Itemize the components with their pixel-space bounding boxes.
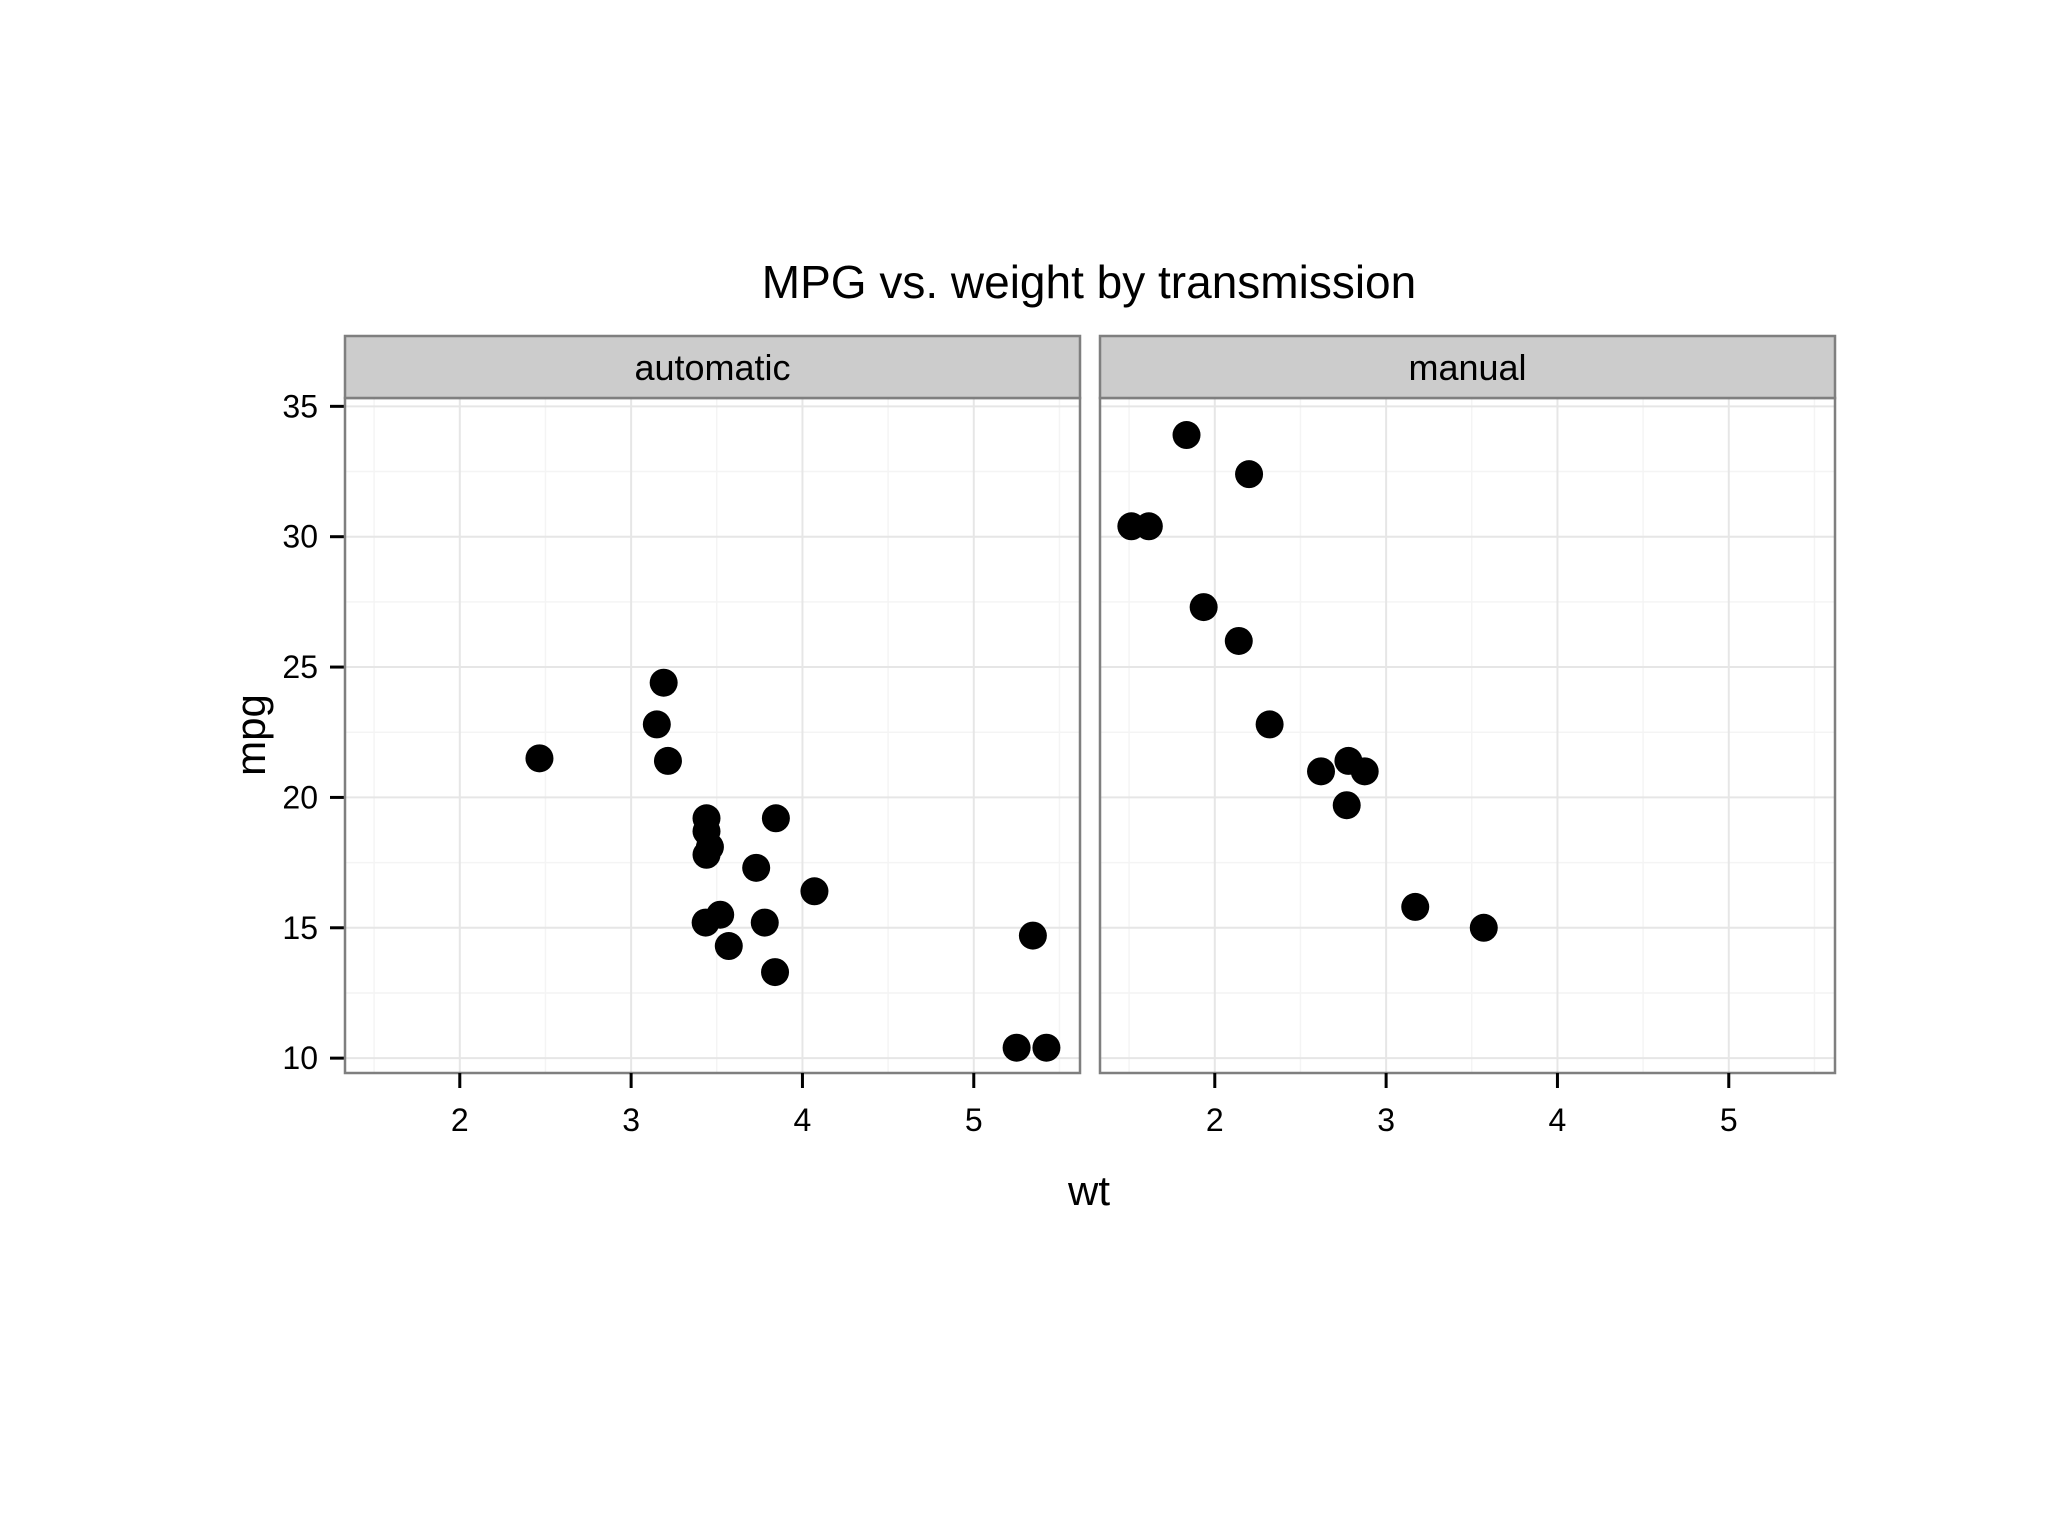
- y-tick-label: 25: [282, 649, 318, 685]
- panel-background: [1100, 398, 1835, 1073]
- y-axis-title: mpg: [227, 694, 274, 776]
- data-point: [1002, 1033, 1031, 1062]
- data-point: [1189, 593, 1218, 622]
- y-tick-label: 35: [282, 388, 318, 424]
- x-tick-label: 2: [1206, 1102, 1224, 1138]
- data-point: [1235, 460, 1264, 489]
- x-tick-label: 4: [794, 1102, 812, 1138]
- y-tick-label: 10: [282, 1040, 318, 1076]
- x-axis-title: wt: [1067, 1167, 1110, 1214]
- facet-strip: [343, 334, 1082, 400]
- data-point: [1334, 746, 1363, 775]
- data-point: [649, 668, 678, 697]
- data-point: [691, 908, 720, 937]
- facet-panels: 10 15 20 25 30 35 automatic 2 3 4 5 manual 2 3 4 5: [282, 334, 1837, 1138]
- facet-strip: [1098, 334, 1837, 400]
- facet-panel-manual: manual 2 3 4 5: [1098, 334, 1837, 1138]
- data-point: [761, 958, 790, 987]
- facet-strip-label: automatic: [634, 347, 790, 388]
- data-point: [1172, 421, 1201, 450]
- facet-strip-label: manual: [1408, 347, 1526, 388]
- y-tick-label: 15: [282, 910, 318, 946]
- data-point: [1332, 791, 1361, 820]
- data-point: [1307, 757, 1336, 786]
- y-tick-label: 20: [282, 779, 318, 815]
- x-tick-label: 5: [965, 1102, 983, 1138]
- data-point: [1117, 512, 1146, 541]
- data-point: [692, 804, 721, 833]
- panel-background: [345, 398, 1080, 1073]
- x-tick-label: 5: [1720, 1102, 1738, 1138]
- data-point: [653, 746, 682, 775]
- data-point: [800, 877, 829, 906]
- data-point: [525, 744, 554, 773]
- data-point: [761, 804, 790, 833]
- x-tick-label: 3: [1377, 1102, 1395, 1138]
- data-point: [1224, 626, 1253, 655]
- data-point: [714, 932, 743, 961]
- data-point: [1255, 710, 1284, 739]
- data-point: [1469, 913, 1498, 942]
- data-point: [750, 908, 779, 937]
- data-point: [642, 710, 671, 739]
- data-point: [1032, 1033, 1061, 1062]
- y-tick-label: 30: [282, 519, 318, 555]
- data-point: [1401, 892, 1430, 921]
- x-tick-label: 3: [622, 1102, 640, 1138]
- x-tick-label: 2: [451, 1102, 469, 1138]
- facet-panel-automatic: automatic 2 3 4 5: [343, 334, 1082, 1138]
- data-point: [1018, 921, 1047, 950]
- chart-title: MPG vs. weight by transmission: [762, 256, 1416, 308]
- data-point: [692, 840, 721, 869]
- x-tick-label: 4: [1549, 1102, 1567, 1138]
- data-point: [742, 853, 771, 882]
